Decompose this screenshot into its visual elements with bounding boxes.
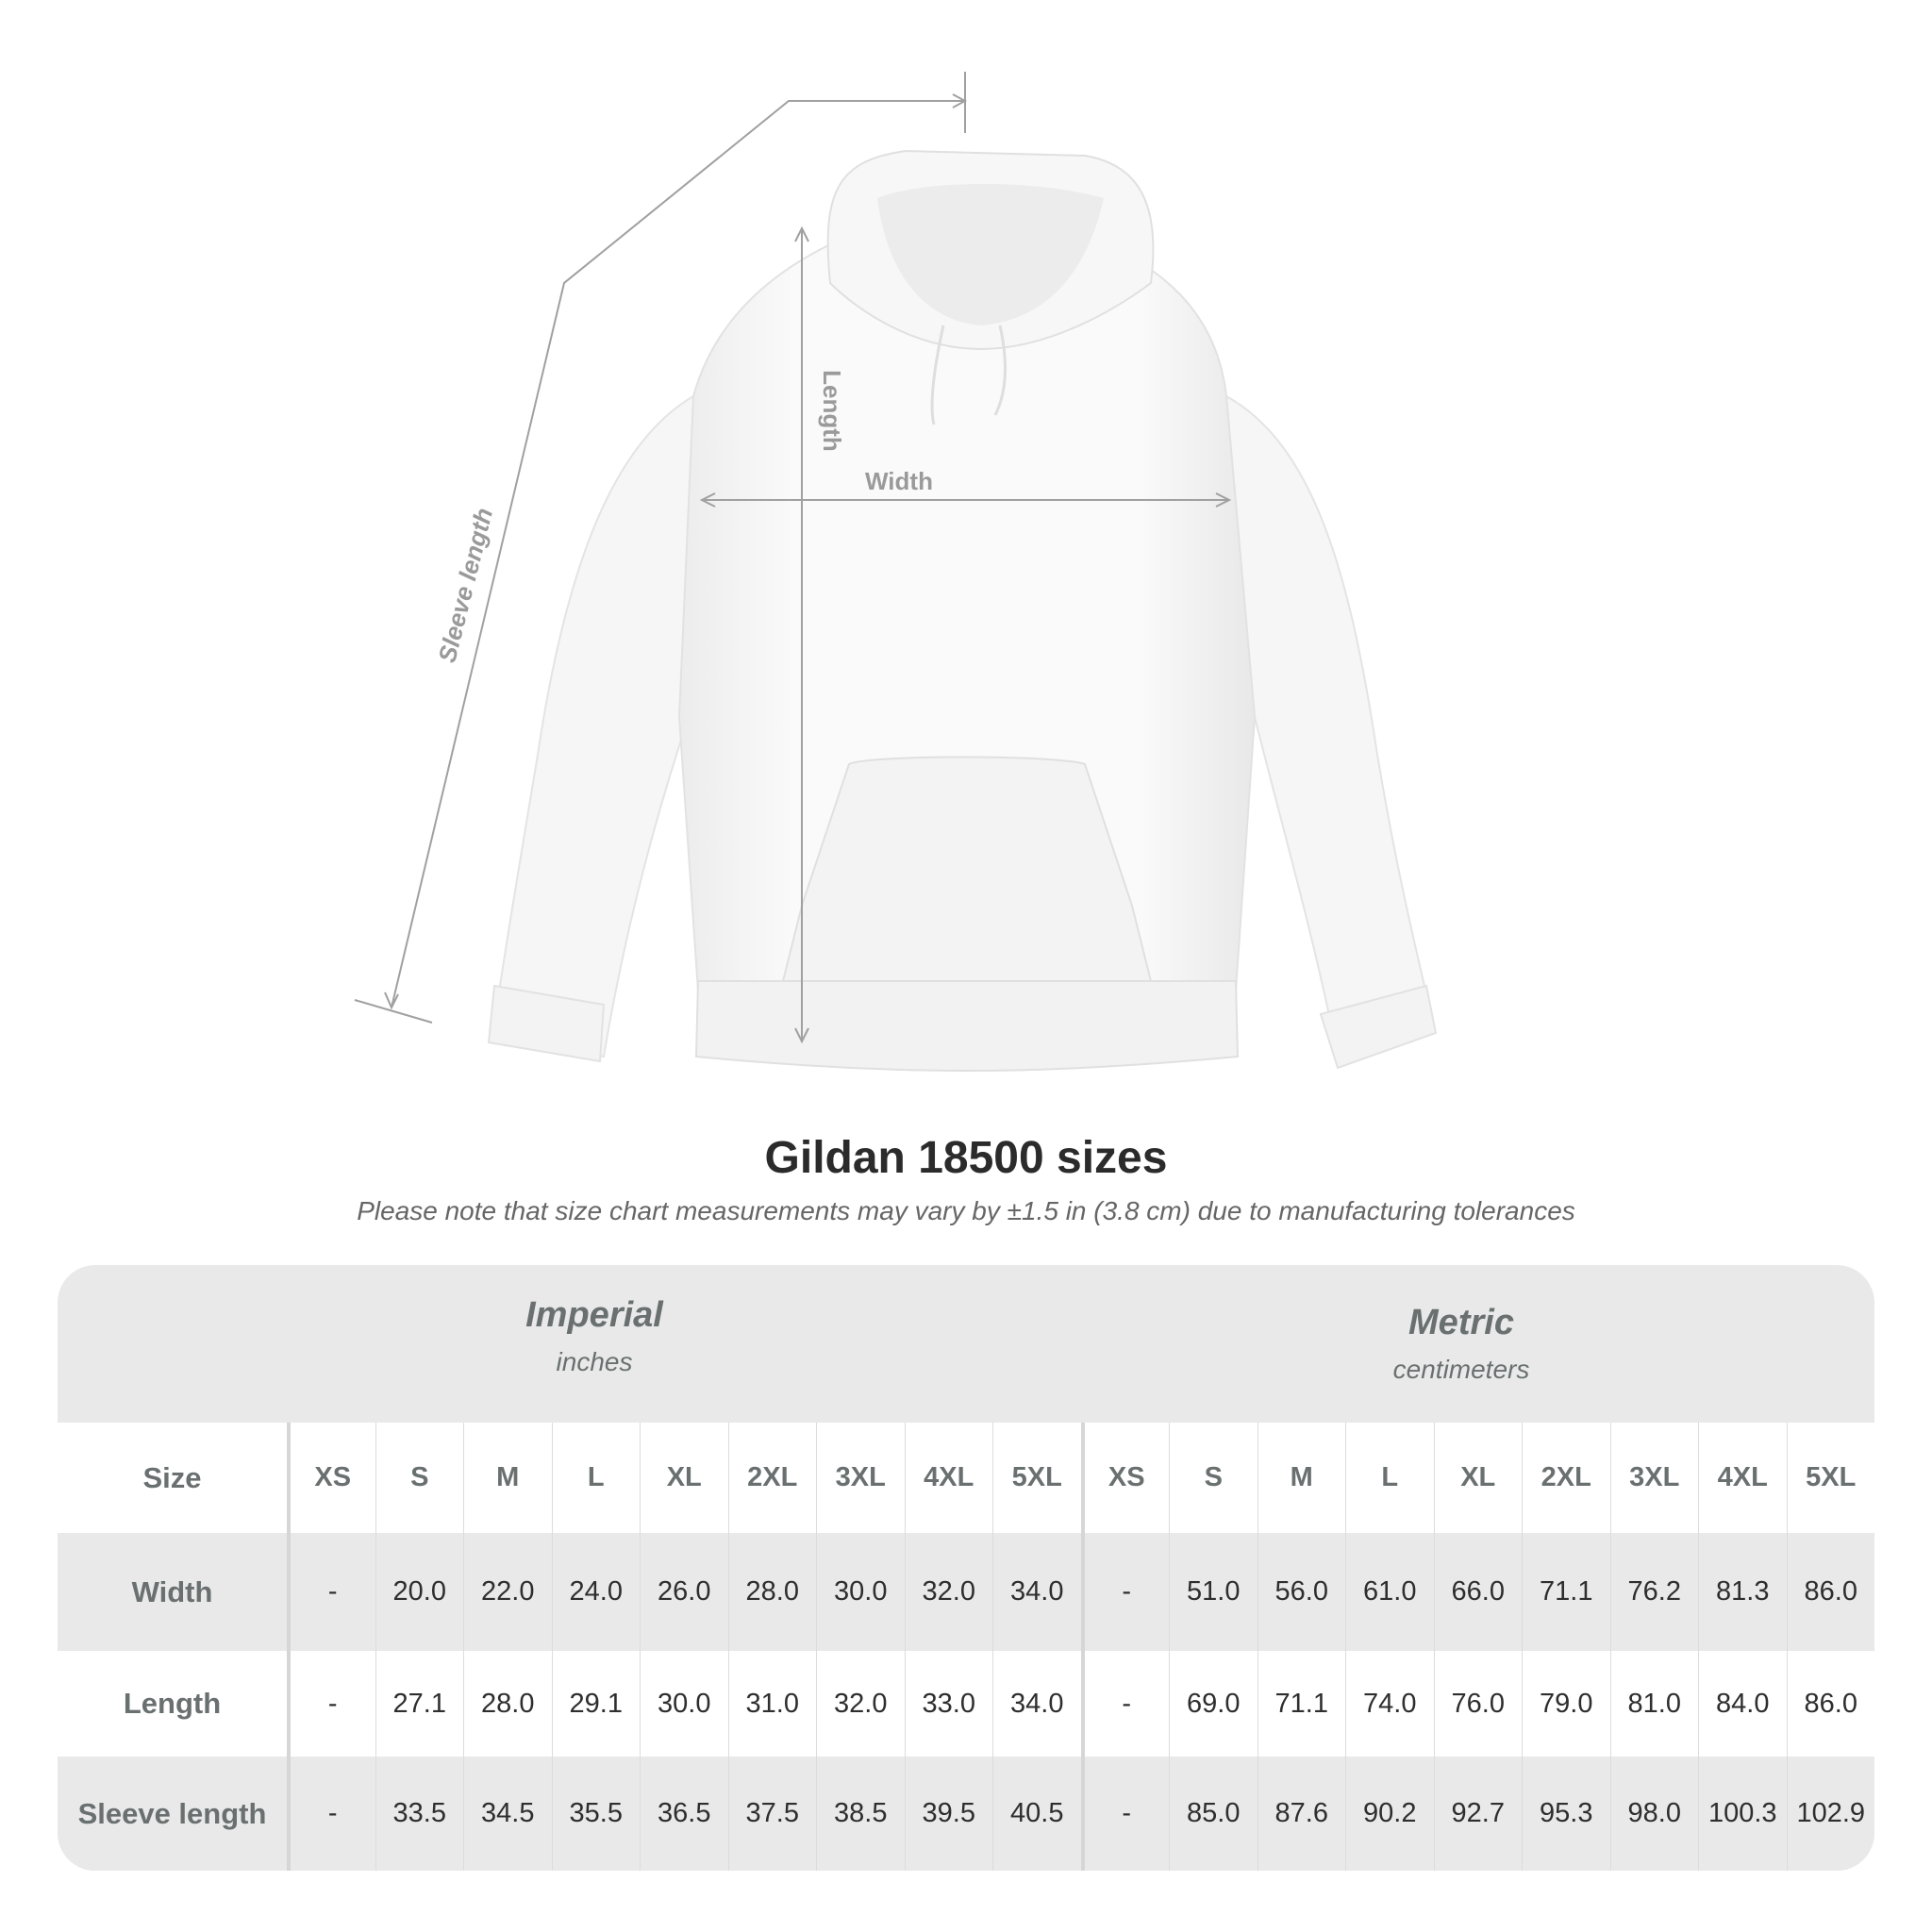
row-label: Sleeve length bbox=[77, 1796, 267, 1830]
row-label: Width bbox=[131, 1574, 213, 1608]
imperial-value-cell: 33.0 bbox=[904, 1651, 993, 1757]
metric-value-cell: 102.9 bbox=[1786, 1757, 1875, 1871]
metric-value-cell: 69.0 bbox=[1169, 1651, 1257, 1757]
table-row: Sleeve length -33.5 34.5 35.5 36.5 37.5 38.5 39… bbox=[58, 1757, 1874, 1871]
imperial-value-cell: 31.0 bbox=[727, 1651, 817, 1757]
imperial-value-cell: 40.5 bbox=[992, 1757, 1081, 1871]
imperial-value-cell: 27.1 bbox=[375, 1651, 464, 1757]
tolerance-note: Please note that size chart measurements… bbox=[357, 1196, 1575, 1225]
metric-size-header: S bbox=[1169, 1423, 1257, 1533]
metric-value-cell: 61.0 bbox=[1345, 1533, 1434, 1651]
imperial-unit: inches bbox=[556, 1347, 633, 1376]
imperial-value-cell: 29.1 bbox=[551, 1651, 641, 1757]
metric-size-header: XL bbox=[1433, 1423, 1523, 1533]
imperial-value-cell: 34.5 bbox=[463, 1757, 552, 1871]
imperial-value-cell: - bbox=[287, 1757, 375, 1871]
imperial-value-cell: 36.5 bbox=[640, 1757, 728, 1871]
metric-value-cell: 86.0 bbox=[1786, 1533, 1875, 1651]
imperial-value-cell: 20.0 bbox=[375, 1533, 464, 1651]
imperial-value-cell: - bbox=[287, 1651, 375, 1757]
metric-value-cell: 100.3 bbox=[1698, 1757, 1787, 1871]
imperial-value-cell: 38.5 bbox=[816, 1757, 905, 1871]
imperial-size-header: 3XL bbox=[816, 1423, 905, 1533]
imperial-value-cell: 26.0 bbox=[640, 1533, 728, 1651]
imperial-value-cell: 39.5 bbox=[904, 1757, 993, 1871]
metric-value-cell: 56.0 bbox=[1257, 1533, 1346, 1651]
imperial-size-header: M bbox=[463, 1423, 552, 1533]
metric-value-cell: 71.1 bbox=[1522, 1533, 1610, 1651]
metric-size-header: M bbox=[1257, 1423, 1346, 1533]
length-label: Length bbox=[817, 370, 846, 452]
hoodie-image bbox=[487, 149, 1438, 1072]
metric-value-cell: 76.2 bbox=[1609, 1533, 1699, 1651]
width-label: Width bbox=[865, 467, 933, 495]
metric-size-header: L bbox=[1345, 1423, 1434, 1533]
metric-value-cell: 71.1 bbox=[1257, 1651, 1346, 1757]
metric-size-header: 4XL bbox=[1698, 1423, 1787, 1533]
size-table: Imperial inches Metric centimeters Size X… bbox=[58, 1265, 1874, 1871]
table-row: Width -20.0 22.0 24.0 26.0 28.0 30.0 32.0 34.0-5… bbox=[58, 1533, 1874, 1651]
table-row: Length -27.1 28.0 29.1 30.0 31.0 32.0 33.0 34.0-… bbox=[58, 1651, 1874, 1757]
imperial-value-cell: 32.0 bbox=[816, 1651, 905, 1757]
metric-size-header: 5XL bbox=[1786, 1423, 1875, 1533]
metric-value-cell: 66.0 bbox=[1433, 1533, 1523, 1651]
imperial-header: Imperial inches bbox=[311, 1295, 877, 1377]
metric-value-cell: 95.3 bbox=[1522, 1757, 1610, 1871]
imperial-size-header: 2XL bbox=[727, 1423, 817, 1533]
imperial-value-cell: 30.0 bbox=[816, 1533, 905, 1651]
metric-value-cell: 85.0 bbox=[1169, 1757, 1257, 1871]
metric-value-cell: - bbox=[1080, 1651, 1170, 1757]
imperial-size-header: XS bbox=[287, 1423, 375, 1533]
metric-value-cell: 98.0 bbox=[1609, 1757, 1699, 1871]
metric-header: Metric centimeters bbox=[1178, 1303, 1744, 1385]
metric-value-cell: 74.0 bbox=[1345, 1651, 1434, 1757]
metric-value-cell: 81.3 bbox=[1698, 1533, 1787, 1651]
table-header: Imperial inches Metric centimeters bbox=[58, 1265, 1874, 1423]
metric-value-cell: 86.0 bbox=[1786, 1651, 1875, 1757]
metric-size-header: XS bbox=[1080, 1423, 1170, 1533]
metric-value-cell: - bbox=[1080, 1533, 1170, 1651]
imperial-value-cell: 28.0 bbox=[727, 1533, 817, 1651]
imperial-title: Imperial bbox=[525, 1295, 663, 1335]
metric-unit: centimeters bbox=[1392, 1355, 1530, 1384]
imperial-size-header: 4XL bbox=[904, 1423, 993, 1533]
row-label: Length bbox=[123, 1687, 222, 1720]
metric-value-cell: 51.0 bbox=[1169, 1533, 1257, 1651]
imperial-value-cell: 24.0 bbox=[551, 1533, 641, 1651]
imperial-size-header: S bbox=[375, 1423, 464, 1533]
page-title: Gildan 18500 sizes bbox=[764, 1133, 1168, 1183]
metric-value-cell: 87.6 bbox=[1257, 1757, 1346, 1871]
imperial-value-cell: 35.5 bbox=[551, 1757, 641, 1871]
imperial-value-cell: 33.5 bbox=[375, 1757, 464, 1871]
imperial-size-header: L bbox=[551, 1423, 641, 1533]
metric-value-cell: 84.0 bbox=[1698, 1651, 1787, 1757]
imperial-value-cell: 22.0 bbox=[463, 1533, 552, 1651]
size-header-row: Size XS S M L XL 2XL 3XL 4XL 5XL XS S M L XL 2XL 3XL 4XL 5… bbox=[58, 1423, 1874, 1533]
imperial-value-cell: 30.0 bbox=[640, 1651, 728, 1757]
metric-value-cell: 79.0 bbox=[1522, 1651, 1610, 1757]
metric-size-header: 2XL bbox=[1522, 1423, 1610, 1533]
measure-lines bbox=[354, 72, 1232, 1044]
metric-value-cell: 81.0 bbox=[1609, 1651, 1699, 1757]
metric-value-cell: - bbox=[1080, 1757, 1170, 1871]
imperial-size-header: XL bbox=[640, 1423, 728, 1533]
hoodie-diagram bbox=[354, 72, 1438, 1072]
metric-title: Metric bbox=[1408, 1303, 1514, 1342]
imperial-value-cell: 32.0 bbox=[904, 1533, 993, 1651]
imperial-value-cell: 34.0 bbox=[992, 1651, 1081, 1757]
imperial-value-cell: 28.0 bbox=[463, 1651, 552, 1757]
metric-size-header: 3XL bbox=[1609, 1423, 1699, 1533]
metric-value-cell: 76.0 bbox=[1433, 1651, 1523, 1757]
imperial-value-cell: 34.0 bbox=[992, 1533, 1081, 1651]
imperial-value-cell: 37.5 bbox=[727, 1757, 817, 1871]
metric-value-cell: 90.2 bbox=[1345, 1757, 1434, 1871]
imperial-value-cell: - bbox=[287, 1533, 375, 1651]
imperial-size-header: 5XL bbox=[992, 1423, 1081, 1533]
row-label: Size bbox=[142, 1460, 202, 1494]
metric-value-cell: 92.7 bbox=[1433, 1757, 1523, 1871]
